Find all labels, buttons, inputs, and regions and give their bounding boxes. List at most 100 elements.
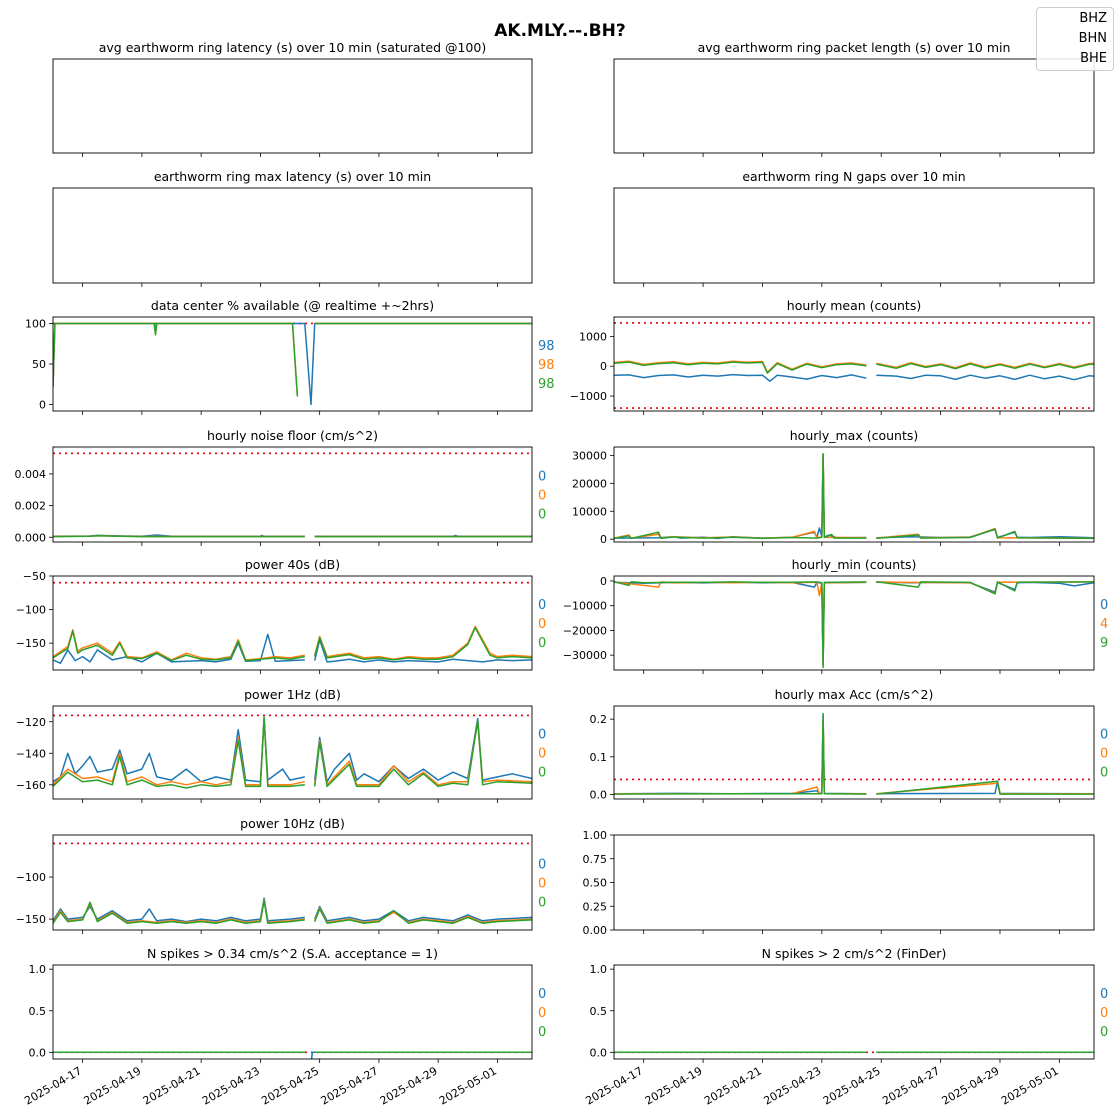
panel-title: power 1Hz (dB) [244,687,341,702]
y-tick-label: 0.1 [590,751,608,764]
panel-title: hourly_max (counts) [790,428,919,443]
figure-title: AK.MLY.--.BH? [494,21,625,41]
y-tick-label: 0.004 [15,468,47,481]
panel-p1: avg earthworm ring packet length (s) ove… [613,40,1095,157]
legend-item-bhn: BHN [1078,31,1107,46]
latest-value-label: 0 [1100,766,1108,781]
y-tick-label: 100 [25,317,46,330]
series-line-bhz [53,897,532,923]
panel-p9: hourly_min (counts) −30000 −20000 −10000 0 0 4… [563,557,1108,674]
y-tick-label: 20000 [572,477,607,490]
series-line-bhe [53,899,532,925]
axes-frame [613,58,1095,154]
y-tick-label: 0.5 [590,1005,608,1018]
axes-frame [613,964,1095,1060]
panel-p12: power 10Hz (dB) −150 −100 0 0 0 [16,816,546,934]
x-tick-label: 2025-04-29 [940,1064,1002,1107]
y-tick-label: 0.50 [583,877,608,890]
axes-frame [613,446,1095,543]
series-line-bhz [614,373,1094,382]
latest-value-label: 9 [1100,636,1108,651]
latest-value-label: 0 [1100,987,1108,1002]
x-tick-label: 2025-04-25 [821,1064,883,1107]
y-tick-label: 0 [600,360,607,373]
panel-p8: power 40s (dB) −150 −100 −50 0 0 0 [16,557,546,674]
x-tick-label: 2025-04-27 [880,1064,942,1107]
latest-value-label: 0 [538,636,546,651]
latest-value-label: 0 [538,598,546,613]
panel-title: power 10Hz (dB) [240,816,345,831]
axes-frame [52,58,533,154]
y-tick-label: 0.5 [29,1005,47,1018]
y-tick-label: 1.0 [29,963,47,976]
axes-frame [52,964,533,1060]
y-tick-label: −100 [16,604,46,617]
legend-item-bhe: BHE [1080,51,1107,66]
series-line-bhn [614,718,1094,795]
panel-title: power 40s (dB) [245,557,340,572]
y-tick-label: 0 [600,533,607,546]
y-tick-label: 1000 [579,330,607,343]
y-tick-label: −30000 [563,649,607,662]
latest-value-label: 0 [1100,747,1108,762]
y-tick-label: 0.25 [583,900,608,913]
series-line-bhn [614,581,1094,665]
latest-value-label: 0 [538,728,546,743]
series-line-bhn [614,360,1094,373]
series-line-bhe [53,322,532,397]
axes-frame [52,187,533,284]
panel-title: hourly mean (counts) [787,298,921,313]
y-tick-label: 0.0 [590,1046,608,1059]
latest-value-label: 0 [1100,1025,1108,1040]
panel-title: N spikes > 2 cm/s^2 (FinDer) [762,946,947,961]
x-tick-label: 2025-04-25 [259,1064,321,1107]
series-line-bhz [53,1051,532,1059]
y-tick-label: −100 [16,871,46,884]
axes-frame [613,187,1095,284]
x-tick-label: 2025-04-17 [583,1064,645,1107]
x-tick-label: 2025-05-01 [437,1064,499,1107]
series-line-bhe [614,452,1094,540]
latest-value-label: 0 [538,858,546,873]
panel-p4: data center % available (@ realtime +~2h… [25,298,555,415]
latest-value-label: 0 [538,766,546,781]
y-tick-label: 0.0 [29,1046,47,1059]
panel-p7: hourly_max (counts) 0 10000 20000 30000 [572,428,1095,546]
axes-frame [52,316,533,412]
axes-frame [52,834,533,931]
y-tick-label: −140 [16,747,46,760]
y-tick-label: 0.2 [590,713,608,726]
y-tick-label: 0.0 [590,788,608,801]
x-tick-label: 2025-04-23 [200,1064,262,1107]
latest-value-label: 98 [538,358,555,373]
panel-title: data center % available (@ realtime +~2h… [151,298,434,313]
y-tick-label: −1000 [570,390,607,403]
latest-value-label: 0 [1100,728,1108,743]
x-tick-label: 2025-04-19 [82,1064,144,1107]
x-tick-label: 2025-05-01 [999,1064,1061,1107]
panel-p15: N spikes > 2 cm/s^2 (FinDer) 0.0 0.5 1.0 202… [583,946,1108,1108]
axes-frame [613,834,1095,931]
axes-frame [613,316,1095,412]
series-line-bhz [614,714,1094,795]
legend-item-bhz: BHZ [1079,11,1107,26]
latest-value-label: 0 [538,470,546,485]
panel-p6: hourly noise floor (cm/s^2) 0.000 0.002 0.0… [15,428,546,546]
panel-title: earthworm ring max latency (s) over 10 m… [154,169,431,184]
panel-p13: 0.00 0.25 0.50 0.75 1.00 [583,829,1095,937]
series-line-bhz [53,322,532,406]
series-line-bhe [614,580,1094,669]
y-tick-label: −10000 [563,600,607,613]
y-tick-label: −150 [16,637,46,650]
panel-p11: hourly max Acc (cm/s^2) 0.0 0.1 0.2 0 0 0 [590,687,1108,803]
y-tick-label: −160 [16,779,46,792]
latest-value-label: 0 [538,1006,546,1021]
axes-frame [613,575,1095,671]
series-line-bhe [53,626,532,662]
panel-title: hourly max Acc (cm/s^2) [775,687,934,702]
y-tick-label: −120 [16,716,46,729]
panel-p14: N spikes > 0.34 cm/s^2 (S.A. acceptance … [22,946,546,1108]
series-line-bhz [614,453,1094,540]
panel-p3: earthworm ring N gaps over 10 min [613,169,1095,287]
